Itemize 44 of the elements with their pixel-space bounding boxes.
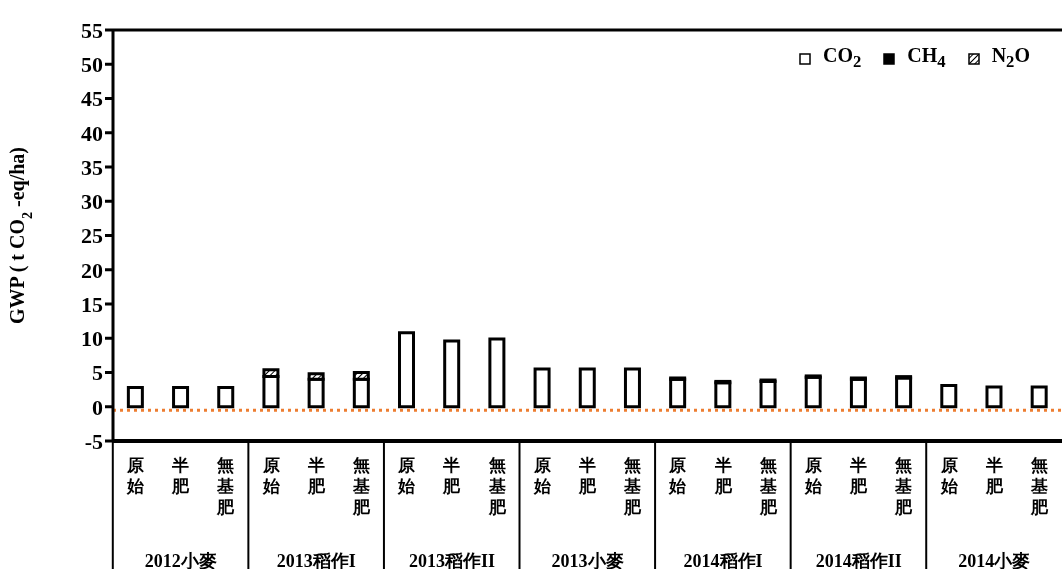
x-tick-label: 無基肥 [623,456,643,517]
x-tick-label: 無基肥 [487,456,507,517]
legend-label: CH$_{4}$ [907,43,946,73]
x-tick-label: 半肥 [849,456,869,496]
text: 2013小麥 [551,551,624,569]
x-tick-label: 原始 [397,456,417,496]
x-tick-label: 原始 [939,456,959,496]
x-tick-label: 半肥 [306,456,326,496]
legend-label: CO$_{2}$ [823,43,862,73]
x-tick-label: 無基肥 [1029,456,1049,517]
y-tick-label: 10 [81,326,103,352]
text: 2013稻作I [276,551,356,569]
text: 2014稻作I [683,551,763,569]
text: 2014小麥 [958,551,1031,569]
x-tick-label: 原始 [126,456,146,496]
y-tick-label: 35 [81,154,103,180]
x-tick-label: 半肥 [984,456,1004,496]
text: 2012小麥 [144,551,217,569]
text: 2013稻作II [408,551,495,569]
y-tick-label: 20 [81,257,103,283]
x-tick-label: 無基肥 [216,456,236,517]
y-tick-label: 55 [81,17,103,43]
y-tick-label: 25 [81,223,103,249]
x-tick-label: 半肥 [442,456,462,496]
y-tick-label: 45 [81,86,103,112]
y-tick-label: -5 [84,428,103,454]
x-tick-label: 無基肥 [352,456,372,517]
y-tick-label: 0 [92,394,103,420]
legend-label: N$_{2}$O [991,43,1030,73]
y-tick-label: 5 [92,360,103,386]
x-tick-label: 原始 [532,456,552,496]
x-tick-label: 原始 [261,456,281,496]
x-tick-label: 原始 [803,456,823,496]
x-tick-label: 半肥 [713,456,733,496]
y-tick-label: 15 [81,291,103,317]
x-tick-label: 無基肥 [758,456,778,517]
x-tick-label: 半肥 [578,456,597,496]
y-tick-label: 40 [81,120,103,146]
x-tick-label: 半肥 [171,456,191,496]
y-tick-label: 50 [81,52,103,78]
y-tick-label: 30 [81,189,103,215]
x-tick-label: 無基肥 [894,456,914,517]
text: 2014稻作II [815,551,902,569]
x-tick-label: 原始 [668,456,688,496]
